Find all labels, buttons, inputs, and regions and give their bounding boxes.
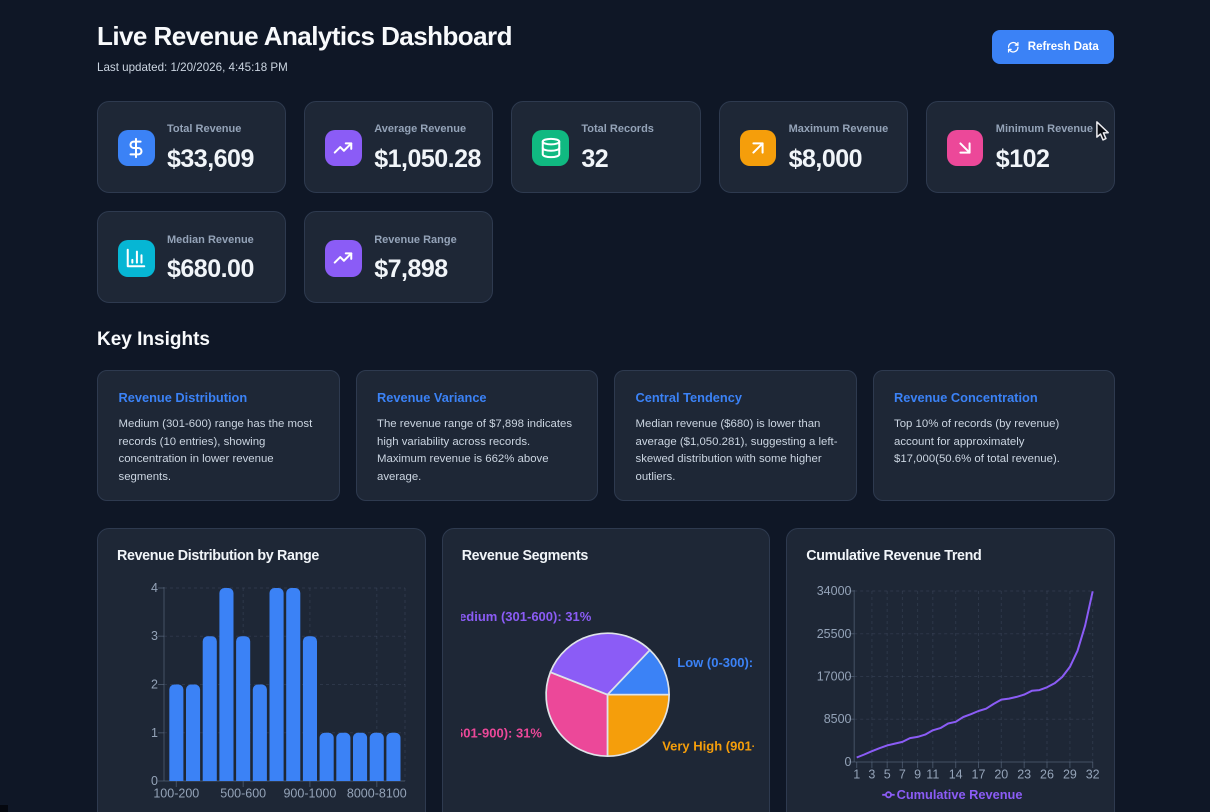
svg-text:2: 2 [151, 678, 158, 692]
svg-text:8500: 8500 [824, 712, 852, 726]
svg-text:1: 1 [854, 768, 861, 782]
svg-text:Cumulative Revenue: Cumulative Revenue [897, 787, 1023, 802]
svg-text:100-200: 100-200 [153, 787, 199, 801]
svg-text:Medium (301-600): 31%: Medium (301-600): 31% [461, 609, 592, 624]
svg-text:3: 3 [151, 629, 158, 643]
svg-text:17000: 17000 [817, 670, 852, 684]
svg-text:High (601-900): 31%: High (601-900): 31% [461, 725, 542, 740]
svg-text:Low (0-300): 13%: Low (0-300): 13% [677, 655, 754, 670]
svg-text:0: 0 [845, 755, 852, 769]
svg-text:7: 7 [899, 768, 906, 782]
svg-text:5: 5 [884, 768, 891, 782]
svg-text:25500: 25500 [817, 627, 852, 641]
svg-text:8000-8100: 8000-8100 [347, 787, 407, 801]
svg-text:23: 23 [1018, 768, 1032, 782]
svg-text:500-600: 500-600 [220, 787, 266, 801]
svg-text:9: 9 [914, 768, 921, 782]
svg-text:20: 20 [995, 768, 1009, 782]
svg-text:32: 32 [1086, 768, 1100, 782]
svg-text:900-1000: 900-1000 [283, 787, 336, 801]
svg-text:11: 11 [927, 768, 940, 782]
svg-text:4: 4 [151, 581, 158, 595]
svg-text:26: 26 [1040, 768, 1054, 782]
svg-text:1: 1 [151, 726, 158, 740]
svg-text:29: 29 [1063, 768, 1077, 782]
svg-text:17: 17 [972, 768, 986, 782]
svg-text:Very High (901+): 25%: Very High (901+): 25% [662, 738, 754, 753]
svg-text:3: 3 [869, 768, 876, 782]
svg-text:34000: 34000 [817, 584, 852, 598]
svg-text:0: 0 [151, 774, 158, 788]
svg-text:14: 14 [949, 768, 963, 782]
